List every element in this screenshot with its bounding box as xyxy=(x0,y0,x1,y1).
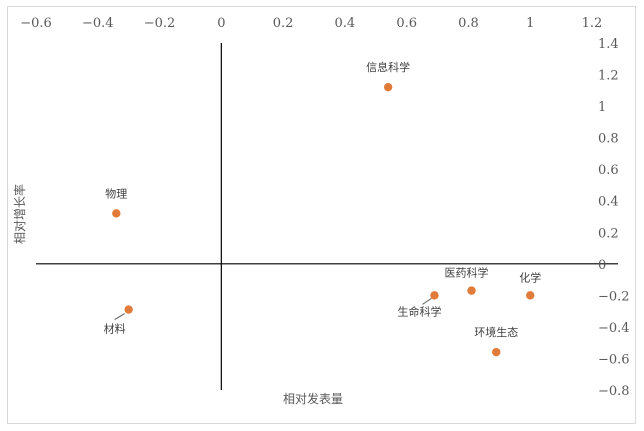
point-label: 环境生态 xyxy=(474,325,518,339)
x-tick-label: 0.4 xyxy=(335,16,356,31)
leader-lines xyxy=(114,297,432,320)
y-tick-label: 1 xyxy=(598,100,606,115)
y-tick-label: −0.4 xyxy=(598,321,630,336)
x-tick-label: 0.6 xyxy=(396,16,417,31)
x-tick-label: 0.8 xyxy=(458,16,479,31)
y-tick-label: 0 xyxy=(598,258,606,273)
point-label: 化学 xyxy=(519,270,541,284)
x-tick-label: −0.2 xyxy=(144,16,176,31)
point-label: 医药科学 xyxy=(445,266,489,280)
point-label: 材料 xyxy=(104,322,126,336)
axes xyxy=(36,43,618,390)
y-tick-label: −0.2 xyxy=(598,289,630,304)
y-tick-label: 0.8 xyxy=(598,132,619,147)
y-axis-title: 相对增长率 xyxy=(12,184,27,244)
y-tick-label: 1.4 xyxy=(598,37,619,52)
y-tick-label: 0.6 xyxy=(598,163,619,178)
y-tick-label: −0.6 xyxy=(598,352,630,367)
point-label: 物理 xyxy=(105,186,127,200)
x-tick-label: 1.2 xyxy=(582,16,603,31)
data-point xyxy=(383,82,393,92)
y-tick-label: −0.8 xyxy=(598,384,630,399)
x-tick-labels: −0.6 −0.4 −0.2 0 0.2 0.4 0.6 0.8 1 1.2 xyxy=(20,16,602,31)
point-label: 信息科学 xyxy=(366,60,410,74)
point-label: 生命科学 xyxy=(397,304,441,318)
x-tick-label: −0.4 xyxy=(82,16,114,31)
data-point xyxy=(112,209,121,218)
leader-line xyxy=(422,297,432,305)
data-point xyxy=(526,291,535,300)
x-tick-label: 1 xyxy=(526,16,534,31)
y-tick-label: 0.4 xyxy=(598,195,619,210)
leader-line xyxy=(114,313,125,320)
x-tick-label: 0.2 xyxy=(273,16,294,31)
x-tick-label: 0 xyxy=(217,16,225,31)
chart-frame xyxy=(7,6,636,424)
y-tick-label: 0.2 xyxy=(598,226,619,241)
x-tick-label: −0.6 xyxy=(20,16,52,31)
data-point xyxy=(467,286,476,295)
y-tick-label: 1.2 xyxy=(598,69,619,84)
data-points xyxy=(112,82,535,357)
data-point xyxy=(430,291,439,300)
x-axis-title: 相对发表量 xyxy=(283,391,343,406)
y-tick-labels: 1.4 1.2 1 0.8 0.6 0.4 0.2 0 −0.2 −0.4 −0.6 −0.8 xyxy=(598,37,630,399)
data-point xyxy=(492,347,501,357)
data-point xyxy=(124,305,133,314)
